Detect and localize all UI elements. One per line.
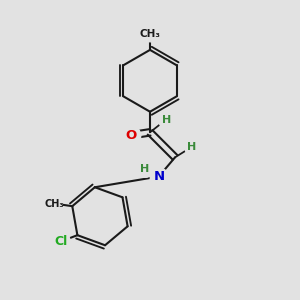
- Text: CH₃: CH₃: [45, 199, 64, 209]
- Text: CH₃: CH₃: [140, 29, 160, 39]
- Text: O: O: [125, 129, 136, 142]
- Text: H: H: [140, 164, 149, 174]
- Text: Cl: Cl: [54, 235, 68, 248]
- Text: H: H: [187, 142, 196, 152]
- Text: H: H: [162, 115, 171, 125]
- Text: N: N: [153, 170, 164, 183]
